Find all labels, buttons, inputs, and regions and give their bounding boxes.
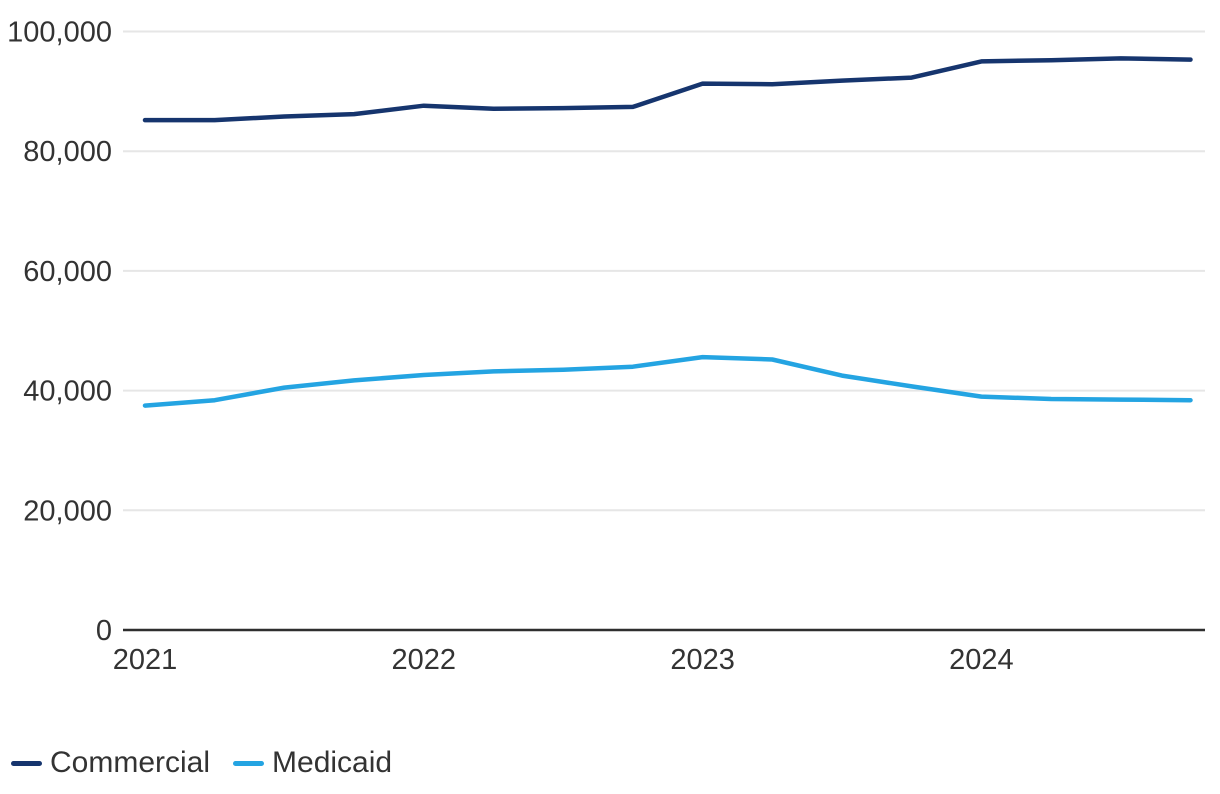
x-axis-tick-label: 2021: [113, 644, 178, 676]
x-axis-tick-label: 2023: [670, 644, 735, 676]
x-axis-tick-label: 2022: [392, 644, 457, 676]
series-line-medicaid: [142, 354, 1193, 408]
chart-legend: Commercial Medicaid: [11, 744, 392, 782]
legend-item-medicaid[interactable]: Medicaid: [233, 744, 392, 782]
legend-item-commercial[interactable]: Commercial: [11, 744, 210, 782]
y-axis-tick-label: 0: [96, 615, 112, 647]
y-axis-tick-label: 40,000: [23, 376, 112, 408]
line-chart: 0 20,000 40,000 60,000 80,000 100,000 2021 2022…: [7, 17, 1205, 676]
legend-line-swatch-icon: [233, 760, 265, 766]
series-line-commercial: [142, 56, 1193, 123]
y-axis-tick-label: 60,000: [23, 256, 112, 288]
y-axis-tick-label: 100,000: [7, 17, 112, 49]
line-chart-svg: 0 20,000 40,000 60,000 80,000 100,000 2021 2022…: [7, 17, 1205, 676]
legend-line-swatch-icon: [11, 760, 42, 766]
legend-label: Medicaid: [272, 746, 393, 779]
y-axis-tick-label: 20,000: [23, 495, 112, 527]
legend-label: Commercial: [50, 746, 211, 779]
y-axis-tick-label: 80,000: [23, 136, 112, 168]
x-axis-tick-label: 2024: [949, 644, 1014, 676]
